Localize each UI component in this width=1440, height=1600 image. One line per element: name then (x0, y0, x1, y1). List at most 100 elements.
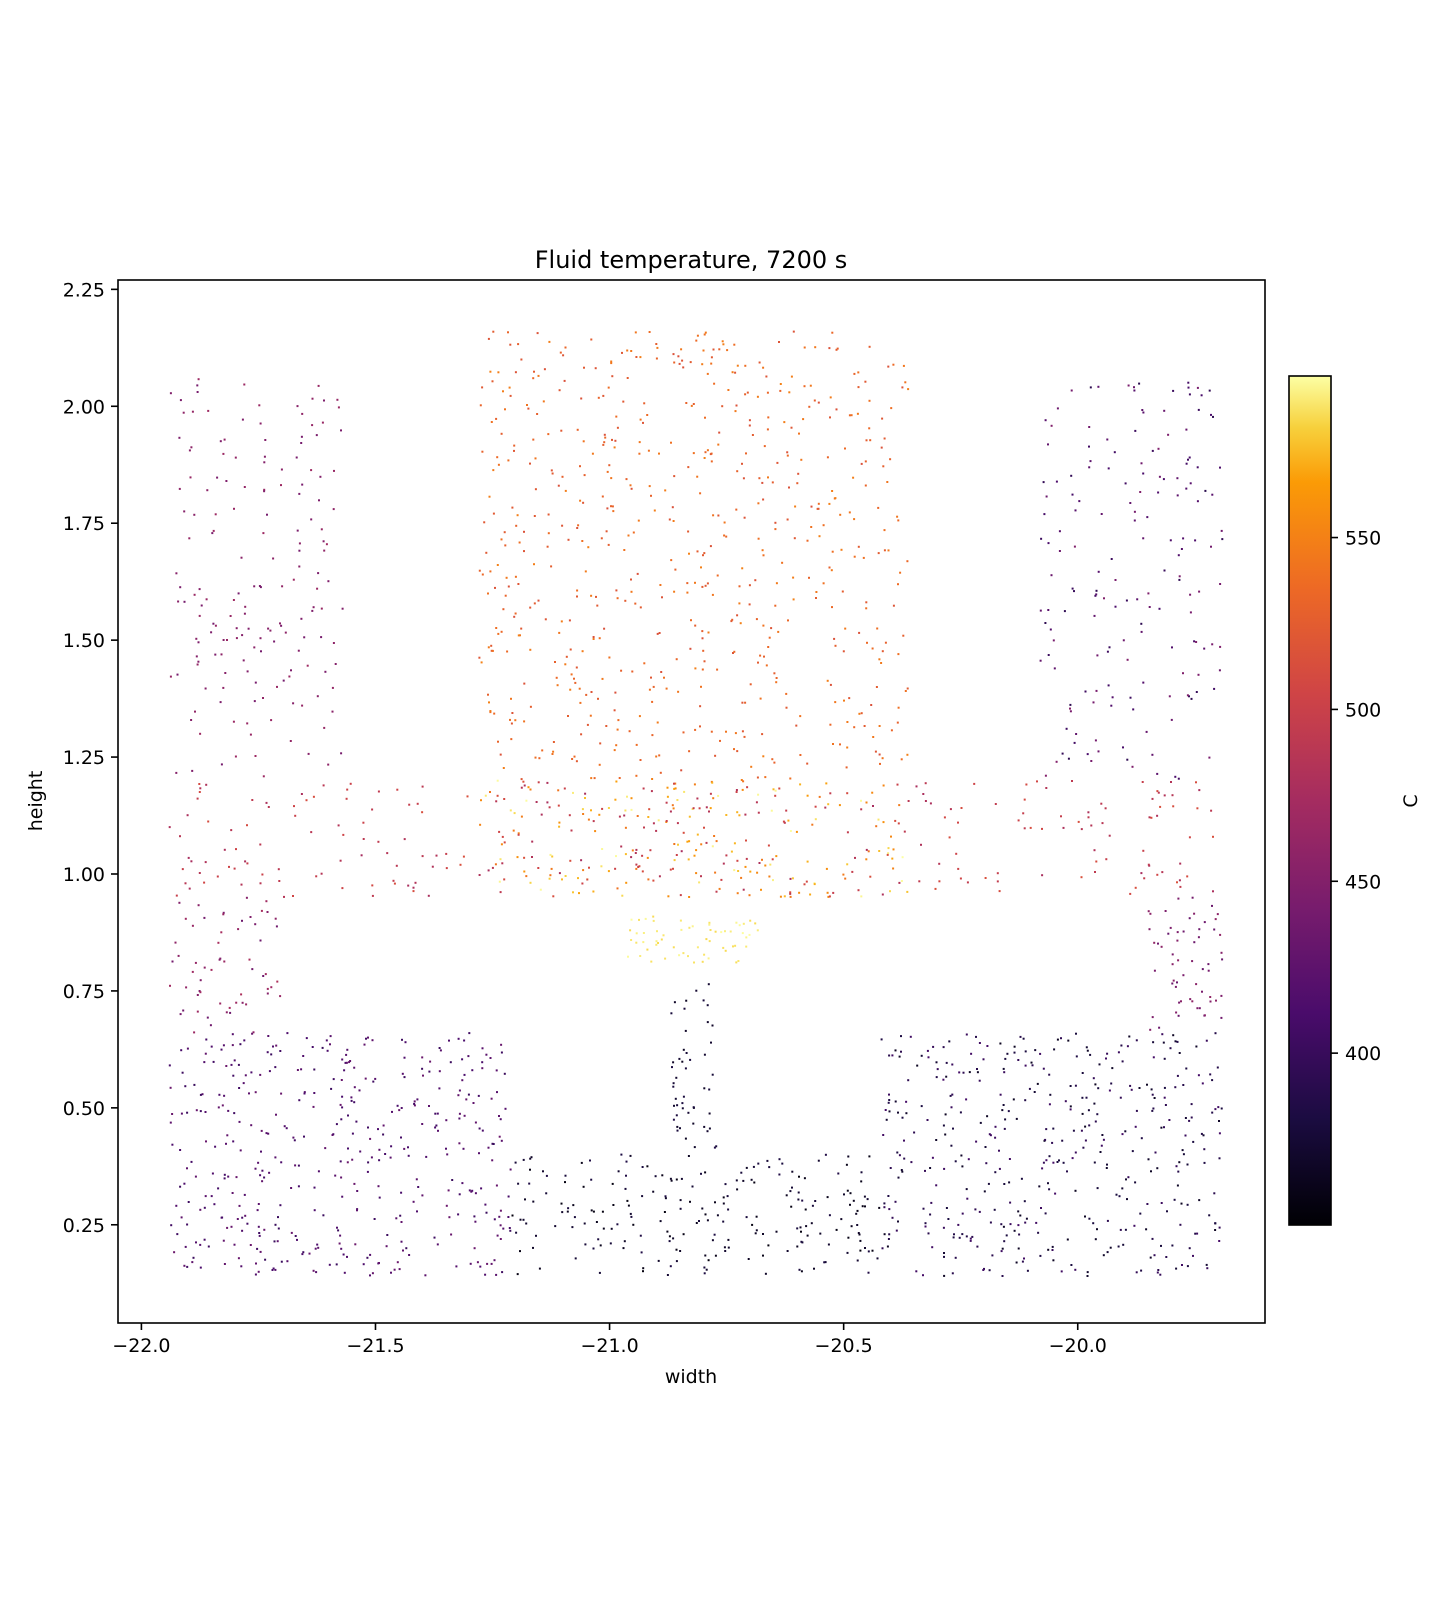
scatter-point (953, 1233, 955, 1236)
scatter-point (798, 432, 800, 435)
scatter-point (190, 446, 193, 449)
scatter-point (235, 627, 238, 630)
scatter-point (630, 808, 633, 811)
scatter-point (547, 513, 550, 516)
scatter-point (546, 545, 549, 548)
scatter-point (865, 801, 868, 804)
scatter-point (569, 648, 572, 651)
scatter-point (1140, 462, 1143, 465)
scatter-point (882, 784, 885, 787)
scatter-point (970, 1052, 973, 1055)
scatter-point (320, 607, 323, 610)
scatter-point (318, 499, 320, 502)
scatter-point (346, 1161, 349, 1164)
scatter-point (284, 631, 287, 634)
scatter-point (882, 1134, 885, 1136)
scatter-point (175, 894, 178, 897)
scatter-point (799, 783, 802, 786)
scatter-point (727, 1208, 730, 1211)
scatter-point (1122, 746, 1124, 749)
scatter-point (1031, 1064, 1034, 1067)
scatter-point (1087, 811, 1090, 814)
scatter-point (191, 1261, 194, 1264)
scatter-point (458, 1089, 461, 1092)
scatter-point (725, 814, 728, 816)
scatter-point (222, 1239, 225, 1242)
scatter-point (679, 1250, 682, 1252)
scatter-point (673, 361, 676, 364)
scatter-point (635, 941, 638, 944)
scatter-point (498, 1135, 501, 1138)
scatter-point (581, 882, 584, 885)
scatter-point (566, 1210, 569, 1213)
scatter-point (257, 1270, 260, 1273)
scatter-point (624, 1187, 627, 1190)
scatter-point (230, 829, 233, 832)
scatter-point (1210, 809, 1213, 812)
scatter-point (1121, 1060, 1124, 1063)
scatter-point (927, 1056, 930, 1059)
scatter-point (736, 1188, 739, 1191)
scatter-point (1071, 493, 1074, 496)
scatter-point (837, 1172, 840, 1175)
scatter-point (894, 1100, 897, 1103)
scatter-point (863, 725, 866, 727)
scatter-point (704, 416, 706, 419)
scatter-point (322, 540, 325, 543)
scatter-point (989, 1134, 992, 1137)
scatter-point (577, 524, 580, 527)
scatter-point (1050, 424, 1053, 427)
scatter-point (1019, 1214, 1022, 1217)
scatter-point (736, 811, 739, 814)
scatter-point (499, 1209, 502, 1212)
scatter-point (534, 488, 537, 491)
scatter-point (315, 1271, 318, 1274)
scatter-point (1096, 654, 1099, 657)
scatter-point (500, 1139, 503, 1142)
scatter-point (490, 644, 493, 647)
scatter-point (317, 1246, 320, 1249)
scatter-point (207, 1245, 210, 1248)
scatter-point (246, 1222, 249, 1225)
scatter-point (730, 850, 733, 853)
scatter-point (682, 366, 685, 369)
scatter-point (1140, 1137, 1143, 1140)
scatter-point (858, 1233, 861, 1236)
scatter-point (896, 515, 899, 518)
scatter-point (272, 1267, 275, 1270)
scatter-point (924, 1169, 926, 1172)
scatter-point (563, 379, 566, 382)
scatter-point (671, 506, 674, 509)
scatter-point (416, 1098, 419, 1101)
scatter-point (1182, 537, 1185, 540)
scatter-point (492, 1143, 495, 1145)
scatter-point (179, 1013, 182, 1016)
scatter-point (889, 1167, 892, 1169)
scatter-point (639, 418, 642, 421)
scatter-point (736, 859, 739, 862)
scatter-point (512, 829, 515, 832)
scatter-point (696, 475, 699, 478)
scatter-point (1195, 983, 1198, 986)
colorbar-gradient (1288, 375, 1332, 1226)
scatter-point (1037, 1231, 1040, 1234)
scatter-point (655, 755, 658, 758)
scatter-point (1166, 1210, 1168, 1213)
scatter-point (827, 895, 830, 898)
scatter-point (598, 813, 601, 816)
scatter-point (1194, 539, 1197, 542)
scatter-point (576, 595, 578, 598)
scatter-point (744, 364, 747, 367)
scatter-point (1056, 1038, 1059, 1041)
scatter-point (447, 1189, 450, 1192)
scatter-point (1024, 1221, 1027, 1224)
scatter-point (714, 871, 717, 874)
scatter-point (259, 1073, 262, 1076)
scatter-point (310, 469, 313, 472)
scatter-point (458, 1193, 461, 1196)
scatter-point (234, 755, 237, 758)
scatter-point (757, 502, 760, 505)
scatter-point (169, 1121, 172, 1124)
scatter-point (359, 1150, 362, 1153)
scatter-point (516, 1273, 519, 1276)
